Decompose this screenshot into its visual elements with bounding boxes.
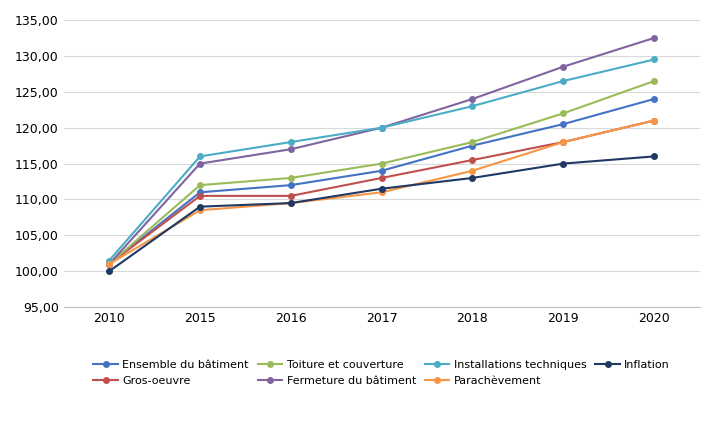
Toiture et couverture: [650, 79, 658, 84]
Installations techniques: [195, 154, 204, 159]
Fermeture du bâtiment: [195, 161, 204, 166]
Parachèvement: [378, 190, 386, 195]
Fermeture du bâtiment: [650, 35, 658, 40]
Parachèvement: [650, 118, 658, 123]
Line: Inflation: Inflation: [107, 154, 657, 274]
Installations techniques: [468, 104, 477, 109]
Parachèvement: [105, 262, 113, 267]
Fermeture du bâtiment: [287, 147, 295, 152]
Installations techniques: [105, 258, 113, 263]
Gros-oeuvre: [468, 158, 477, 163]
Inflation: [105, 269, 113, 274]
Line: Parachèvement: Parachèvement: [107, 118, 657, 267]
Fermeture du bâtiment: [378, 125, 386, 130]
Fermeture du bâtiment: [559, 64, 568, 69]
Gros-oeuvre: [195, 193, 204, 198]
Gros-oeuvre: [378, 175, 386, 181]
Fermeture du bâtiment: [105, 262, 113, 267]
Line: Toiture et couverture: Toiture et couverture: [107, 78, 657, 267]
Gros-oeuvre: [650, 118, 658, 123]
Ensemble du bâtiment: [195, 190, 204, 195]
Parachèvement: [468, 168, 477, 173]
Ensemble du bâtiment: [559, 122, 568, 127]
Inflation: [468, 175, 477, 181]
Toiture et couverture: [378, 161, 386, 166]
Parachèvement: [559, 139, 568, 145]
Ensemble du bâtiment: [468, 143, 477, 148]
Toiture et couverture: [195, 183, 204, 188]
Installations techniques: [378, 125, 386, 130]
Ensemble du bâtiment: [378, 168, 386, 173]
Line: Installations techniques: Installations techniques: [107, 57, 657, 263]
Inflation: [378, 186, 386, 191]
Inflation: [559, 161, 568, 166]
Installations techniques: [559, 79, 568, 84]
Ensemble du bâtiment: [287, 183, 295, 188]
Line: Ensemble du bâtiment: Ensemble du bâtiment: [107, 96, 657, 267]
Ensemble du bâtiment: [650, 96, 658, 102]
Toiture et couverture: [287, 175, 295, 181]
Installations techniques: [287, 139, 295, 145]
Toiture et couverture: [468, 139, 477, 145]
Toiture et couverture: [559, 111, 568, 116]
Inflation: [650, 154, 658, 159]
Line: Gros-oeuvre: Gros-oeuvre: [107, 118, 657, 267]
Ensemble du bâtiment: [105, 262, 113, 267]
Parachèvement: [195, 207, 204, 213]
Parachèvement: [287, 201, 295, 206]
Toiture et couverture: [105, 262, 113, 267]
Installations techniques: [650, 57, 658, 62]
Inflation: [195, 204, 204, 209]
Fermeture du bâtiment: [468, 96, 477, 102]
Inflation: [287, 201, 295, 206]
Gros-oeuvre: [559, 139, 568, 145]
Gros-oeuvre: [105, 262, 113, 267]
Legend: Ensemble du bâtiment, Gros-oeuvre, Toiture et couverture, Fermeture du bâtiment,: Ensemble du bâtiment, Gros-oeuvre, Toitu…: [89, 356, 674, 390]
Line: Fermeture du bâtiment: Fermeture du bâtiment: [107, 35, 657, 267]
Gros-oeuvre: [287, 193, 295, 198]
